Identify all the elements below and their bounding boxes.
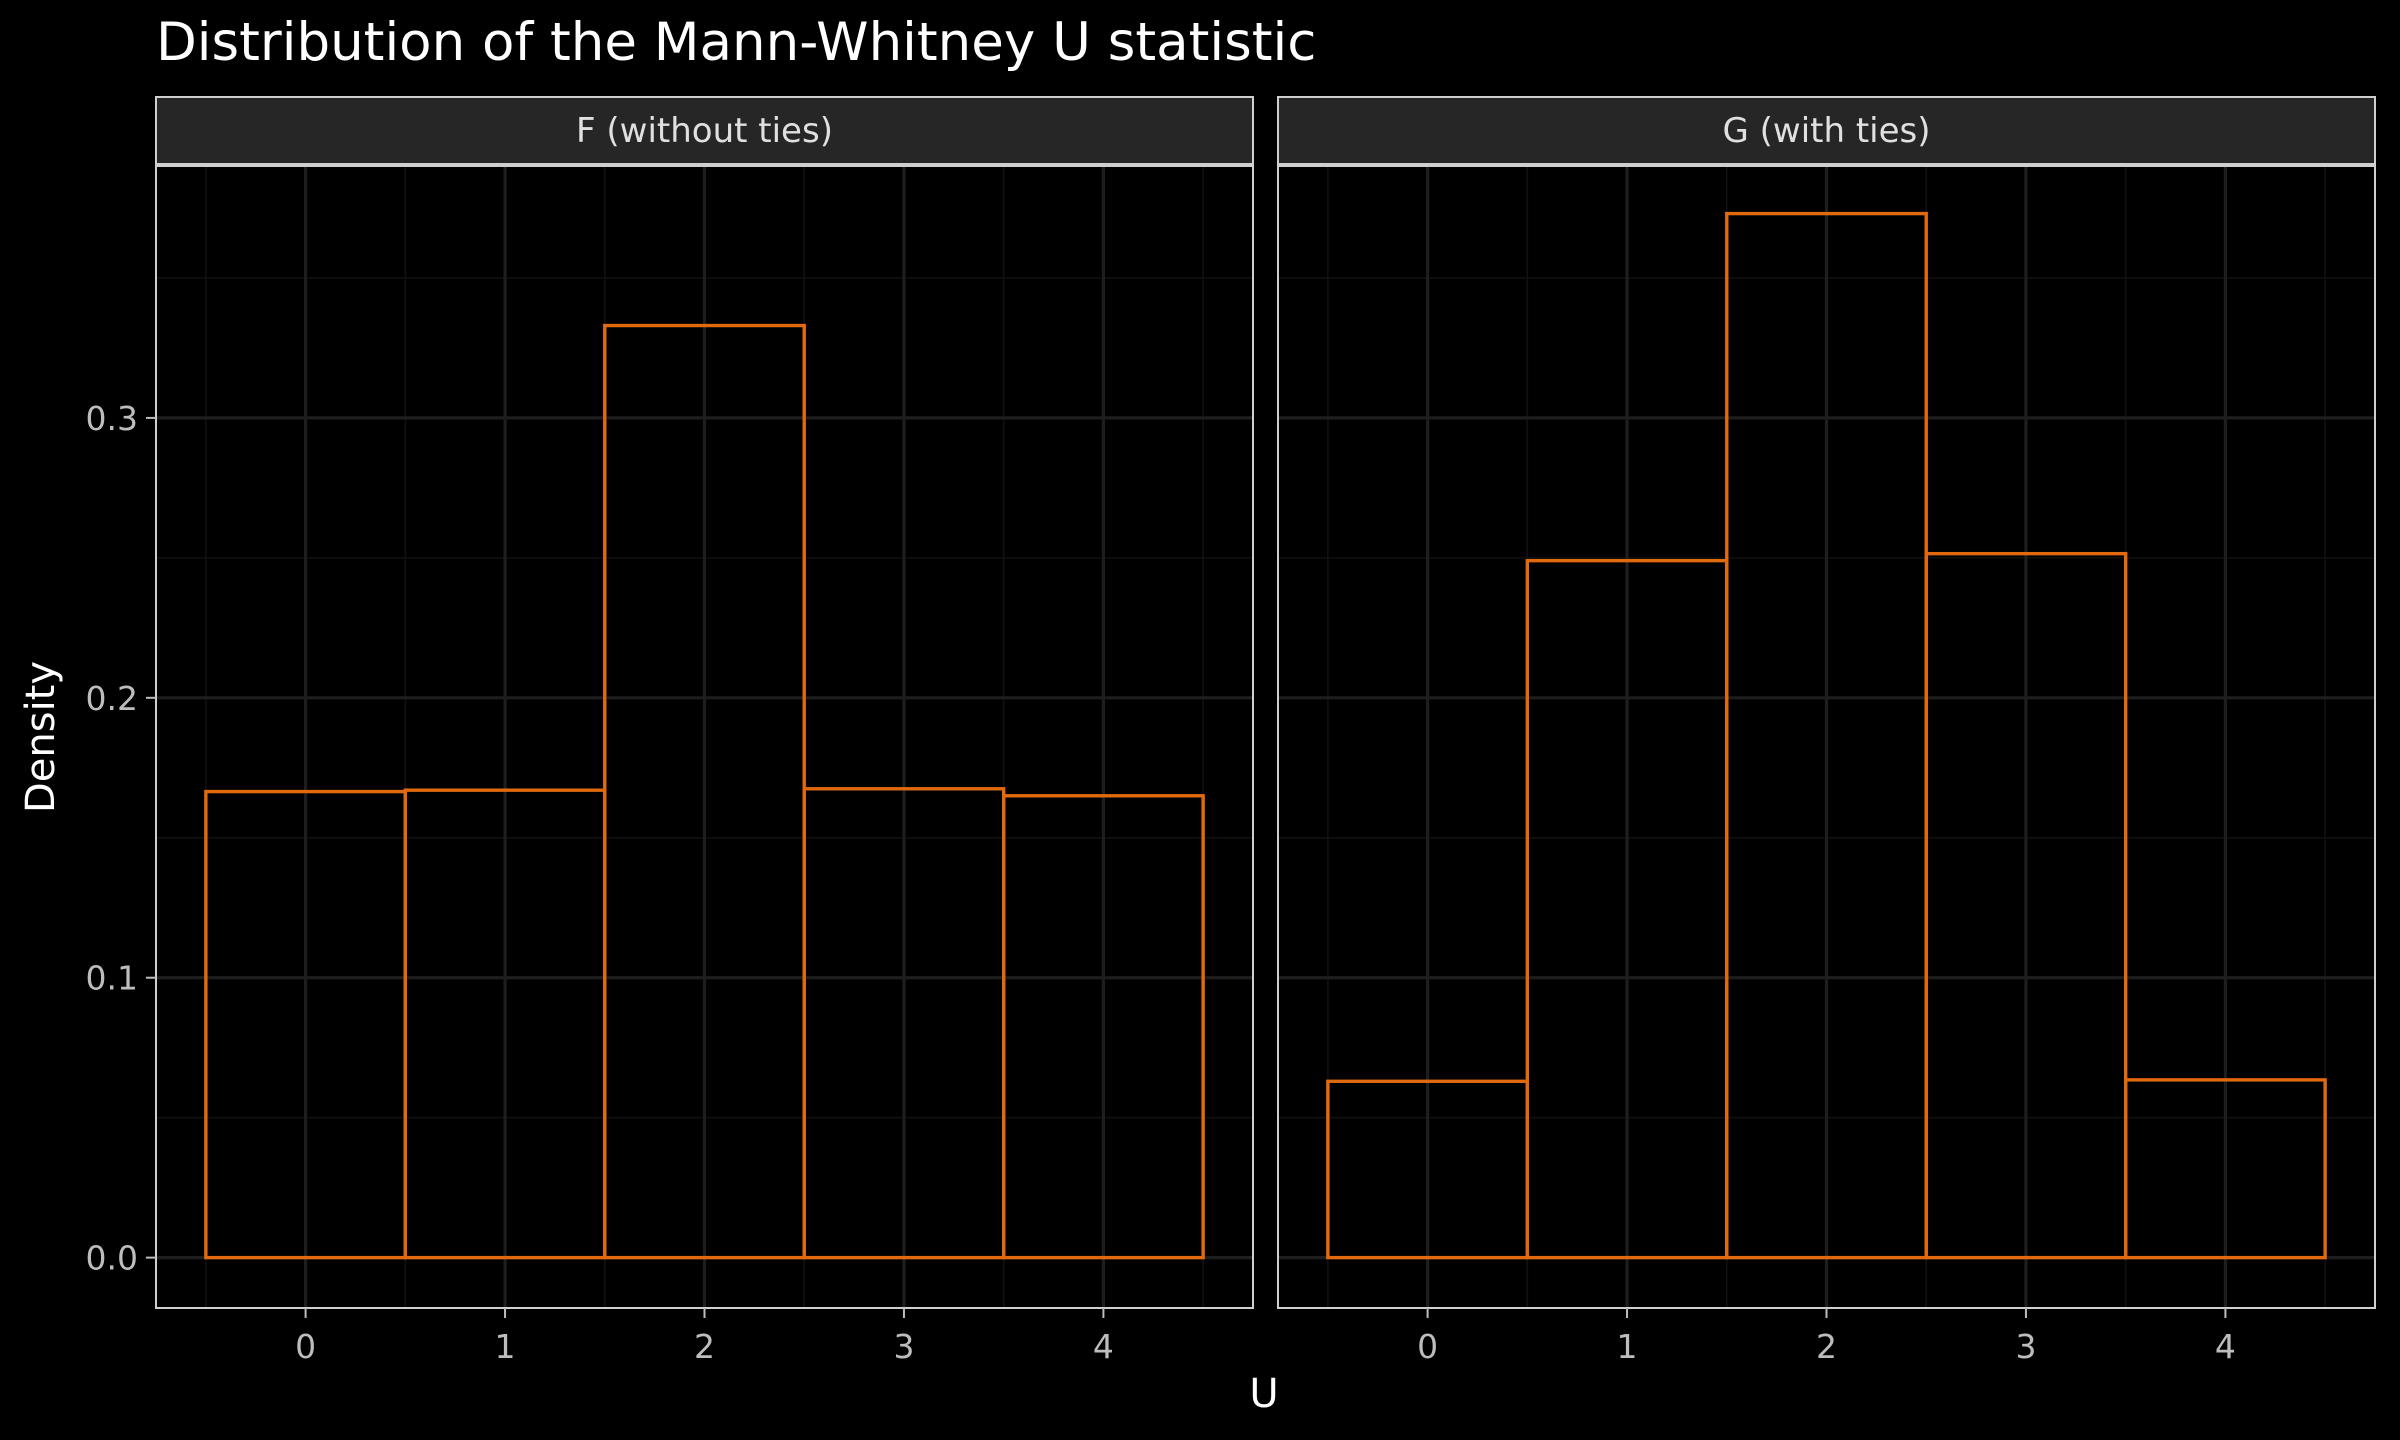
facet-strip-label: G (with ties)	[1722, 111, 1930, 151]
x-axis-title: U	[1249, 1371, 1278, 1417]
facet-strip	[155, 96, 1254, 165]
facet-panel: F (without ties) 0 1 2 3 4 0.0 0.1 0.2 0.3	[86, 96, 1254, 1366]
x-tick-label: 0	[295, 1327, 316, 1366]
facet-panel: G (with ties) 0 1 2 3 4	[1277, 96, 2376, 1366]
x-tick-label: 2	[694, 1327, 715, 1366]
y-tick-label: 0.1	[86, 959, 138, 998]
chart-title: Distribution of the Mann-Whitney U stati…	[156, 12, 1316, 73]
x-tick-label: 4	[1093, 1327, 1114, 1366]
histogram-bar	[2123, 1078, 2327, 1260]
x-tick-label: 3	[2015, 1327, 2036, 1366]
facet-strip	[1277, 96, 2376, 165]
x-tick-label: 1	[1617, 1327, 1638, 1366]
y-tick-label: 0.3	[86, 399, 138, 438]
x-tick-label: 3	[893, 1327, 914, 1366]
x-tick-label: 2	[1816, 1327, 1837, 1366]
x-tick-label: 4	[2215, 1327, 2236, 1366]
y-tick-label: 0.0	[86, 1239, 138, 1278]
facet-strip-label: F (without ties)	[576, 111, 833, 151]
y-axis-title: Density	[18, 661, 64, 813]
y-tick-label: 0.2	[86, 679, 138, 718]
x-tick-label: 0	[1417, 1327, 1438, 1366]
histogram-bar	[1924, 551, 2128, 1260]
facet-panels: F (without ties) 0 1 2 3 4 0.0 0.1 0.2 0.3 G (with…	[86, 96, 2376, 1366]
histogram-bar	[1001, 794, 1205, 1260]
x-tick-label: 1	[495, 1327, 516, 1366]
